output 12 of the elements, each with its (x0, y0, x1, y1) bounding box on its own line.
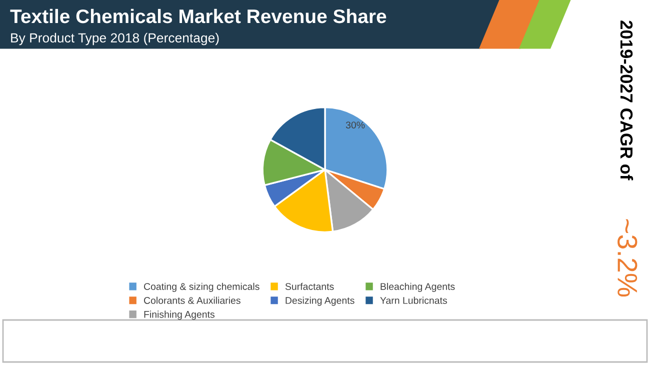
legend-label: Bleaching Agents (380, 282, 455, 292)
legend-label: Yarn Lubricnats (380, 296, 447, 304)
legend-label: Colorants & Auxiliaries (144, 296, 240, 304)
text: ~3.2% (618, 219, 638, 297)
legend-label: Surfactants (285, 282, 334, 290)
legend-label: Desizing Agents (286, 296, 354, 306)
text: 2019-2027 CAGR of (620, 20, 634, 180)
legend-label: Finishing Agents (144, 310, 215, 320)
legend-label: Coating & sizing chemicals (144, 282, 260, 292)
chart-subtitle: By Product Type 2018 (Percentage) (11, 32, 219, 46)
chart-title: Textile Chemicals Market Revenue Share (10, 8, 386, 24)
data-label: 30% (346, 122, 365, 128)
